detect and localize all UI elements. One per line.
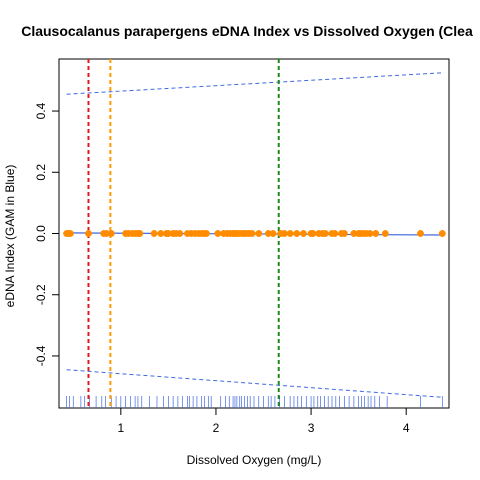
data-point — [66, 230, 74, 237]
data-point — [85, 230, 92, 237]
data-point — [381, 230, 389, 237]
data-point — [107, 230, 115, 237]
data-point — [331, 230, 339, 237]
data-point — [280, 230, 288, 237]
data-point — [417, 230, 424, 237]
data-point — [255, 230, 263, 237]
data-point — [269, 230, 277, 237]
data-point — [372, 230, 380, 237]
confidence-band-upper — [66, 72, 443, 95]
confidence-band-lower — [66, 369, 443, 398]
x-tick-label: 1 — [117, 421, 124, 435]
data-point — [366, 230, 374, 237]
plot-area: 1 2 3 4 -0.4 -0.2 0.0 0.2 0.4 — [34, 58, 450, 435]
data-point — [150, 230, 158, 237]
data-point — [176, 230, 184, 237]
x-tick-label: 2 — [213, 421, 220, 435]
y-tick-label: 0.2 — [34, 164, 48, 181]
chart-title: Clausocalanus parapergens eDNA Index vs … — [21, 23, 473, 39]
data-point — [340, 230, 348, 237]
data-point — [286, 230, 294, 237]
y-tick-label: -0.4 — [34, 345, 48, 366]
data-point — [321, 230, 329, 237]
data-point — [214, 230, 222, 237]
x-tick-label: 4 — [403, 421, 410, 435]
y-tick-label: 0.4 — [34, 102, 48, 119]
y-axis-label: eDNA Index (GAM in Blue) — [3, 165, 17, 308]
x-tick-label: 3 — [308, 421, 315, 435]
data-point — [202, 230, 210, 237]
data-point — [438, 230, 446, 237]
data-point — [309, 230, 317, 237]
data-point — [293, 230, 301, 237]
data-point — [300, 230, 307, 237]
y-tick-label: 0.0 — [34, 225, 48, 242]
data-point — [136, 230, 144, 237]
data-point — [248, 230, 256, 237]
data-point — [157, 230, 165, 237]
y-tick-label: -0.2 — [34, 284, 48, 305]
x-axis-label: Dissolved Oxygen (mg/L) — [187, 453, 322, 467]
